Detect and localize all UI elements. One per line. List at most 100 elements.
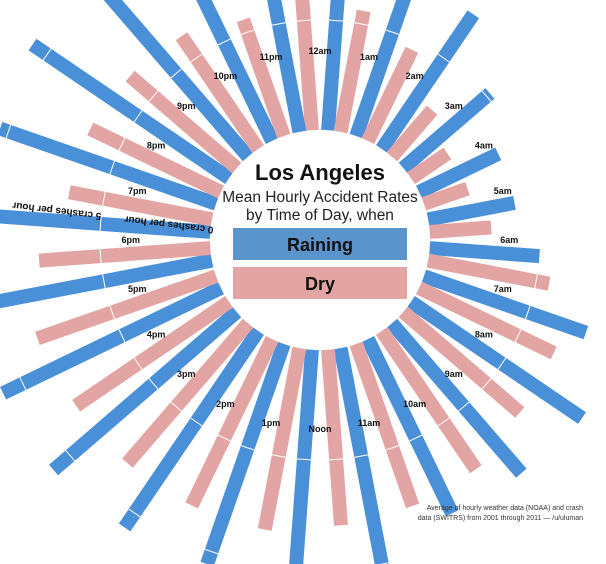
raining-bar-10am — [361, 336, 459, 517]
raining-tick-5-2pm — [190, 417, 203, 427]
hour-label-5am: 5am — [494, 186, 512, 196]
dry-bar-8pm — [87, 122, 224, 199]
dry-tick-5-8pm — [118, 137, 126, 151]
raining-bar-2pm — [118, 327, 264, 532]
dry-bar-6am — [429, 220, 492, 239]
dry-bar-9pm — [125, 70, 242, 174]
raining-bar-7pm — [0, 122, 219, 211]
dry-tick-5-10pm — [190, 53, 203, 63]
dry-tick-5-10am — [437, 417, 450, 427]
raining-bar-10pm — [196, 0, 279, 144]
dry-tick-5-11am — [385, 445, 400, 451]
raining-tick-10-3pm — [65, 449, 76, 462]
dry-tick-5-7pm — [102, 191, 106, 206]
dry-bar-2am — [361, 46, 419, 144]
raining-tick-5-5pm — [102, 274, 106, 289]
raining-bar-6pm — [0, 209, 211, 239]
legend-raining-label: Raining — [287, 235, 353, 255]
chart-subtitle-line-1: Mean Hourly Accident Rates — [222, 189, 418, 206]
dry-bar-noon — [321, 349, 348, 526]
dry-bar-12am — [295, 0, 319, 131]
hour-label-8pm: 8pm — [147, 140, 166, 150]
raining-tick-5-7am — [525, 305, 531, 320]
raining-bar-1pm — [200, 341, 291, 564]
hour-label-2am: 2am — [406, 71, 424, 81]
dry-bar-4am — [407, 147, 452, 184]
raining-tick-10-8pm — [42, 48, 52, 61]
raining-bar-8am — [407, 296, 586, 424]
dry-tick-5-3pm — [170, 401, 182, 412]
raining-bar-11am — [333, 346, 389, 564]
source-note-line-1: Average of hourly weather data (NOAA) an… — [427, 505, 583, 512]
hour-label-3am: 3am — [445, 101, 463, 111]
raining-tick-5-11pm — [271, 22, 286, 26]
raining-bar-5am — [426, 196, 516, 227]
raining-tick-10-2pm — [128, 508, 141, 518]
source-note-line-2: data (SWITRS) from 2001 through 2011 — /… — [418, 515, 583, 522]
dry-bar-6pm — [38, 241, 211, 268]
dry-tick-5-4pm — [133, 357, 143, 370]
dry-bar-5pm — [35, 269, 219, 345]
dry-tick-5-1am — [354, 22, 369, 26]
dry-bar-1pm — [257, 346, 307, 531]
legend-dry-box — [233, 267, 407, 299]
dry-tick-5-11pm — [240, 29, 255, 35]
dry-bar-9am — [398, 306, 525, 418]
raining-tick-10-7pm — [5, 124, 12, 139]
dry-bar-7am — [426, 253, 551, 291]
raining-bar-3pm — [49, 306, 242, 476]
dry-tick-5-5pm — [109, 305, 115, 320]
raining-bar-9pm — [103, 0, 254, 162]
raining-bar-11pm — [267, 0, 307, 134]
hour-label-2pm: 2pm — [216, 399, 235, 409]
dry-tick-5-2pm — [217, 434, 231, 442]
raining-tick-5-8am — [497, 357, 507, 370]
hour-label-7am: 7am — [494, 284, 512, 294]
dry-tick-5-noon — [329, 458, 344, 461]
dry-tick-5-9pm — [148, 90, 159, 102]
dry-bar-11pm — [236, 17, 291, 139]
legend-dry-label: Dry — [305, 274, 335, 294]
raining-bar-1am — [349, 0, 411, 139]
dry-tick-5-7am — [534, 274, 538, 289]
dry-bar-10am — [376, 327, 482, 474]
hour-label-1am: 1am — [360, 52, 378, 62]
hour-label-1pm: 1pm — [262, 418, 281, 428]
hour-label-10am: 10am — [403, 399, 426, 409]
hour-label-7pm: 7pm — [128, 186, 147, 196]
raining-bar-3am — [398, 88, 495, 174]
hour-labels-layer: 12am 1am 2am 3am 4am 5am 6am 7am 8am 9am 10am 11am N… — [122, 46, 519, 434]
hour-label-6pm: 6pm — [122, 235, 141, 245]
raining-tick-5-3pm — [148, 378, 159, 390]
chart-title: Los Angeles — [255, 160, 385, 185]
hour-label-10pm: 10pm — [214, 71, 238, 81]
dry-bar-8am — [416, 281, 557, 360]
hour-label-9am: 9am — [445, 369, 463, 379]
dry-tick-5-6pm — [99, 249, 102, 264]
raining-bar-9am — [386, 318, 527, 478]
raining-tick-5-10am — [409, 434, 423, 442]
raining-tick-5-2am — [437, 53, 450, 63]
raining-bar-12am — [321, 0, 345, 131]
hour-label-11am: 11am — [358, 418, 381, 428]
dry-bar-2pm — [185, 336, 279, 509]
dry-bar-11am — [349, 341, 420, 509]
hour-label-11pm: 11pm — [259, 52, 282, 62]
raining-bar-4pm — [0, 281, 224, 400]
raining-bar-4am — [416, 147, 502, 199]
dry-bar-3am — [386, 105, 438, 162]
raining-bar-7am — [421, 269, 589, 340]
dry-bar-10pm — [175, 32, 264, 153]
raining-bar-6am — [429, 241, 540, 264]
raining-tick-5-11am — [354, 454, 369, 458]
hour-label-3pm: 3pm — [177, 369, 196, 379]
raining-tick-10-1pm — [204, 548, 219, 555]
dry-bar-5am — [421, 182, 470, 211]
legend-raining-box — [233, 228, 407, 260]
raining-tick-5-noon — [296, 458, 311, 461]
hour-label-8am: 8am — [475, 330, 493, 340]
dry-tick-5-12am — [296, 19, 311, 22]
hour-label-4am: 4am — [475, 140, 493, 150]
raining-bar-2am — [376, 10, 480, 154]
